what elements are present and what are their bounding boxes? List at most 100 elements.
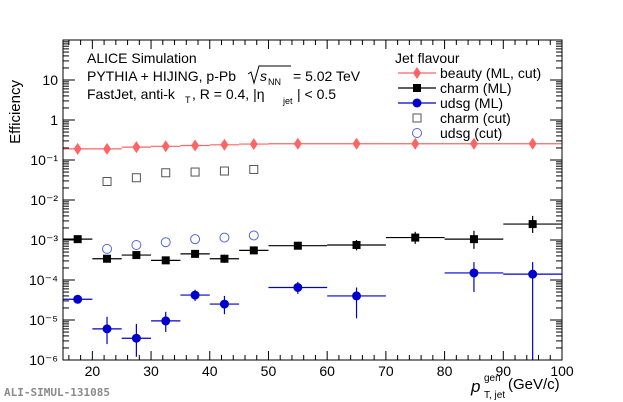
- legend-marker: [412, 113, 422, 123]
- legend-entry-charm-ml: charm (ML): [398, 80, 512, 96]
- x-axis-title-sup: gen: [484, 373, 501, 384]
- beauty-ml-cut-point: [191, 139, 200, 152]
- udsg-ml-point: [293, 282, 303, 292]
- x-axis-title-main: p: [470, 377, 480, 396]
- legend-marker: [412, 128, 422, 138]
- charm-ml-point: [293, 241, 302, 250]
- beauty-ml-cut-point: [220, 138, 229, 151]
- annotation-line-3-eta-sub: jet: [282, 96, 293, 106]
- charm-ml-point: [528, 220, 537, 229]
- annotation-line-2: PYTHIA + HIJING, p-Pb s NN = 5.02 TeV: [87, 65, 361, 87]
- y-axis-title: Efficiency: [7, 80, 24, 144]
- beauty-ml-cut-point: [352, 137, 361, 150]
- annotation-line-1: ALICE Simulation: [87, 50, 197, 66]
- x-tick-label: 80: [437, 363, 453, 379]
- annotation-block: ALICE Simulation PYTHIA + HIJING, p-Pb s…: [87, 50, 361, 106]
- x-tick-label: 60: [319, 363, 335, 379]
- y-tick-label: 10⁻¹: [30, 152, 58, 168]
- beauty-ml-cut-point: [411, 137, 420, 150]
- x-tick-label: 20: [85, 363, 101, 379]
- annotation-line-3: FastJet, anti-k T , R = 0.4, |η jet | < …: [87, 86, 336, 106]
- y-tick-label: 10⁻²: [30, 192, 58, 208]
- legend-marker: [413, 67, 421, 79]
- annotation-line-2-sqrt-sub: NN: [268, 77, 281, 87]
- charm-ml-point: [220, 254, 229, 263]
- udsg-ml-point: [190, 290, 200, 300]
- udsg-cut-point: [102, 243, 113, 254]
- charm-cut-point: [131, 173, 141, 183]
- x-tick-label: 40: [202, 363, 218, 379]
- beauty-ml-cut-point: [469, 137, 478, 150]
- charm-ml-point: [469, 235, 478, 244]
- x-tick-label: 90: [496, 363, 512, 379]
- legend-label: charm (ML): [440, 80, 512, 96]
- charm-ml-point: [249, 246, 258, 255]
- charm-ml-point: [191, 249, 200, 258]
- legend-label: udsg (cut): [440, 125, 502, 141]
- annotation-line-3-suffix: | < 0.5: [297, 86, 336, 102]
- udsg-cut-point: [131, 239, 142, 250]
- annotation-line-3-prefix: FastJet, anti-k: [87, 86, 176, 102]
- charm-cut-point: [219, 166, 229, 176]
- legend-entry-charm-cut: charm (cut): [412, 110, 511, 126]
- charm-ml-point: [352, 240, 361, 249]
- charm-cut-point: [249, 164, 259, 174]
- x-tick-label: 100: [550, 363, 574, 379]
- annotation-line-3-mid: , R = 0.4, |η: [192, 86, 265, 102]
- x-tick-label: 70: [378, 363, 394, 379]
- beauty-ml-cut-point: [73, 142, 82, 155]
- legend-entry-beauty-ml-cut: beauty (ML, cut): [398, 65, 541, 81]
- udsg-ml-point: [73, 294, 83, 304]
- legend-entry-udsg-ml: udsg (ML): [398, 95, 503, 111]
- y-tick-label: 10: [42, 72, 58, 88]
- beauty-ml-cut-point: [132, 141, 141, 154]
- x-axis-title-unit: (GeV/c): [508, 376, 560, 393]
- udsg-cut-point: [190, 234, 201, 245]
- beauty-ml-cut-point: [249, 138, 258, 151]
- y-tick-label: 10⁻⁴: [29, 272, 58, 288]
- udsg-ml-point: [469, 268, 479, 278]
- udsg-ml-point: [102, 324, 112, 334]
- udsg-ml-point: [161, 316, 171, 326]
- udsg-ml-point: [131, 333, 141, 343]
- annotation-line-2-suffix: = 5.02 TeV: [293, 68, 361, 84]
- legend-title: Jet flavour: [395, 50, 460, 66]
- legend-label: udsg (ML): [440, 95, 503, 111]
- x-axis-title: p gen T, jet (GeV/c): [470, 373, 560, 401]
- annotation-line-3-k-sub: T: [185, 95, 191, 105]
- legend-marker: [412, 98, 422, 108]
- sqrt-s-symbol: s: [260, 68, 267, 84]
- udsg-cut-point: [160, 237, 171, 248]
- sqrt-sign-icon: [247, 65, 291, 85]
- x-axis-title-sub: T, jet: [484, 390, 505, 401]
- charm-ml-point: [161, 256, 170, 265]
- legend-label: beauty (ML, cut): [440, 65, 541, 81]
- annotation-line-2-prefix: PYTHIA + HIJING, p-Pb: [87, 68, 236, 84]
- udsg-cut-point: [219, 232, 230, 243]
- y-tick-label: 10⁻⁶: [29, 352, 58, 368]
- udsg-ml-point: [352, 291, 362, 301]
- legend: Jet flavour beauty (ML, cut)charm (ML)ud…: [395, 50, 541, 141]
- legend-label: charm (cut): [440, 110, 511, 126]
- beauty-ml-cut-point: [103, 142, 112, 155]
- x-tick-label: 30: [143, 363, 159, 379]
- charm-ml-point: [411, 233, 420, 242]
- legend-entry-udsg-cut: udsg (cut): [412, 125, 502, 141]
- charm-ml-point: [103, 254, 112, 263]
- y-tick-label: 10⁻⁵: [29, 312, 58, 328]
- charm-cut-point: [161, 168, 171, 178]
- y-tick-label: 1: [50, 112, 58, 128]
- legend-marker: [413, 84, 421, 92]
- charm-cut-point: [102, 177, 112, 187]
- udsg-ml-point: [219, 299, 229, 309]
- charm-ml-point: [132, 251, 141, 260]
- beauty-ml-cut-point: [161, 140, 170, 153]
- udsg-cut-point: [248, 230, 259, 241]
- udsg-ml-point: [528, 269, 538, 279]
- x-tick-label: 50: [261, 363, 277, 379]
- y-tick-label: 10⁻³: [30, 232, 58, 248]
- footer-label: ALI-SIMUL-131085: [4, 386, 110, 399]
- beauty-ml-cut-point: [528, 137, 537, 150]
- beauty-ml-cut-point: [293, 137, 302, 150]
